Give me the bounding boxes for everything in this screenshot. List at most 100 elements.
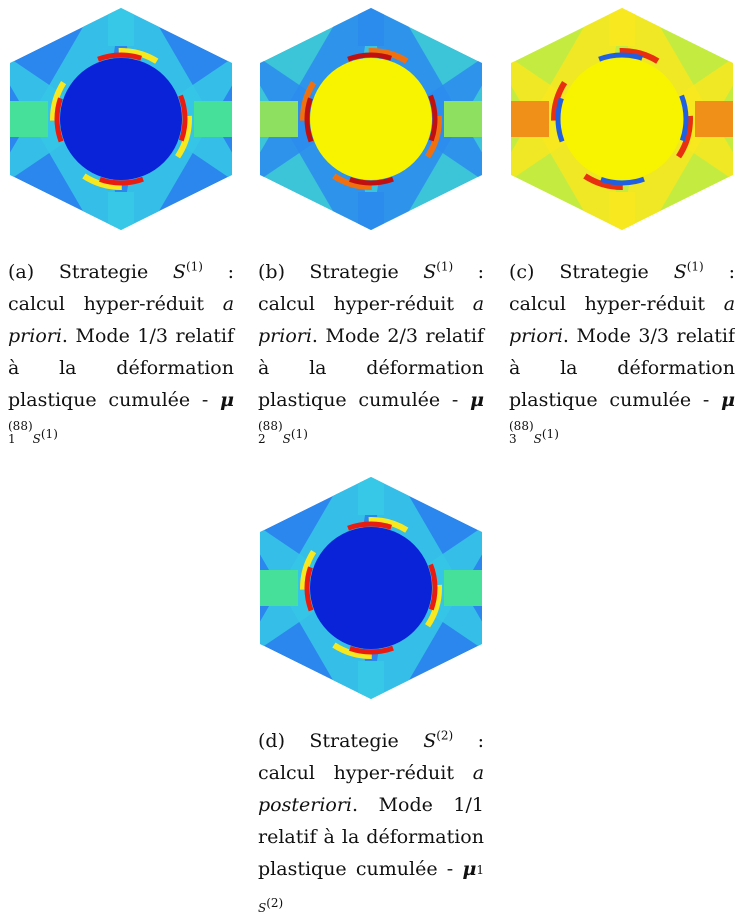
- math: μ (88) 1 S(1): [8, 389, 234, 446]
- rim: [54, 52, 188, 186]
- label: (a): [8, 261, 35, 283]
- symbol: S: [32, 431, 41, 446]
- math: μ (88) 3 S(1): [509, 389, 735, 446]
- superscript: (1): [290, 426, 308, 441]
- side-patch: [695, 101, 733, 137]
- stack: 1: [476, 862, 484, 877]
- band: [371, 57, 482, 230]
- band: [121, 8, 232, 181]
- superscript: (1): [185, 259, 203, 274]
- hexagon-field: [10, 8, 232, 230]
- rim: [304, 52, 438, 186]
- superscript: (1): [541, 426, 559, 441]
- side-patch: [194, 101, 232, 137]
- band: [260, 526, 371, 699]
- emphasis: a priori: [258, 293, 485, 347]
- symbol: S: [423, 730, 437, 752]
- subfigure: (a) Strategie S(1) : calcul hyper-réduit…: [8, 6, 234, 448]
- side-patch: [260, 570, 298, 606]
- band: [371, 8, 482, 181]
- hexagon-field: [260, 8, 482, 230]
- hexagon-field: [511, 8, 733, 230]
- glow: [551, 48, 693, 190]
- symbol: S: [282, 431, 291, 446]
- band: [10, 57, 121, 230]
- text: calcul hyper-réduit: [8, 293, 204, 315]
- side-patch: [444, 570, 482, 606]
- band: [609, 192, 635, 230]
- rim: [304, 521, 438, 655]
- superscript: (88): [8, 419, 33, 433]
- label: (c): [509, 261, 535, 283]
- symbol: S: [533, 431, 542, 446]
- stack: (88) 1: [8, 420, 33, 446]
- rim: [555, 52, 689, 186]
- superscript: (2): [266, 895, 284, 910]
- symbol: S: [423, 261, 437, 283]
- text: . Mode 1/3 relatif à la déformation plas…: [8, 325, 234, 411]
- stack: (88) 2: [258, 420, 283, 446]
- text: . Mode 2/3 relatif à la déformation plas…: [258, 325, 484, 411]
- text: :: [477, 261, 484, 283]
- inclusion: [561, 58, 683, 180]
- text: Strategie: [309, 261, 399, 283]
- side-patch: [511, 101, 549, 137]
- subfigure: (c) Strategie S(1) : calcul hyper-réduit…: [509, 6, 735, 448]
- band: [10, 8, 121, 181]
- subscript: 1: [476, 862, 484, 877]
- symbol: S: [258, 900, 267, 915]
- text: calcul hyper-réduit: [258, 762, 454, 784]
- math: μ 1 S(2): [258, 858, 484, 915]
- caption: (b) Strategie S(1) : calcul hyper-réduit…: [258, 256, 484, 448]
- band: [358, 8, 384, 46]
- band: [121, 57, 232, 230]
- superscript: (1): [686, 259, 704, 274]
- superscript: (1): [40, 426, 58, 441]
- mu: μ: [462, 858, 477, 880]
- subscript: 1: [8, 432, 16, 446]
- caption: (d) Strategie S(2) : calcul hyper-réduit…: [258, 725, 484, 917]
- caption: (a) Strategie S(1) : calcul hyper-réduit…: [8, 256, 234, 448]
- band: [371, 477, 482, 650]
- subscript: 3: [509, 432, 517, 446]
- subscript: S(1): [533, 428, 559, 446]
- subscript: S(1): [282, 428, 308, 446]
- band: [358, 477, 384, 515]
- band: [108, 192, 134, 230]
- band: [371, 526, 482, 699]
- field: [260, 8, 482, 230]
- hexagon-field: [260, 477, 482, 699]
- field: [511, 8, 733, 230]
- mu: μ: [721, 389, 735, 411]
- glow: [300, 48, 442, 190]
- side-patch: [260, 101, 298, 137]
- caption: (c) Strategie S(1) : calcul hyper-réduit…: [509, 256, 735, 448]
- symbol: S: [172, 261, 186, 283]
- subscript: S(2): [258, 897, 283, 915]
- band: [108, 8, 134, 46]
- emphasis: a priori: [509, 293, 735, 347]
- band: [622, 57, 733, 230]
- glow: [300, 517, 442, 659]
- subscript: S(1): [32, 428, 58, 446]
- stack: (88) 3: [509, 420, 534, 446]
- text: Strategie: [58, 261, 149, 283]
- text: calcul hyper-réduit: [258, 293, 454, 315]
- subscript: 2: [258, 432, 266, 446]
- band: [358, 192, 384, 230]
- emphasis: a priori: [8, 293, 235, 347]
- mu: μ: [220, 389, 234, 411]
- band: [622, 8, 733, 181]
- math: μ (88) 2 S(1): [258, 389, 484, 446]
- text: . Mode 3/3 relatif à la déformation plas…: [509, 325, 735, 411]
- text: Strategie: [309, 730, 399, 752]
- glow: [50, 48, 192, 190]
- band: [260, 8, 371, 181]
- band: [260, 57, 371, 230]
- side-patch: [10, 101, 48, 137]
- field: [10, 8, 232, 230]
- subfigure: (b) Strategie S(1) : calcul hyper-réduit…: [258, 6, 484, 448]
- text: calcul hyper-réduit: [509, 293, 705, 315]
